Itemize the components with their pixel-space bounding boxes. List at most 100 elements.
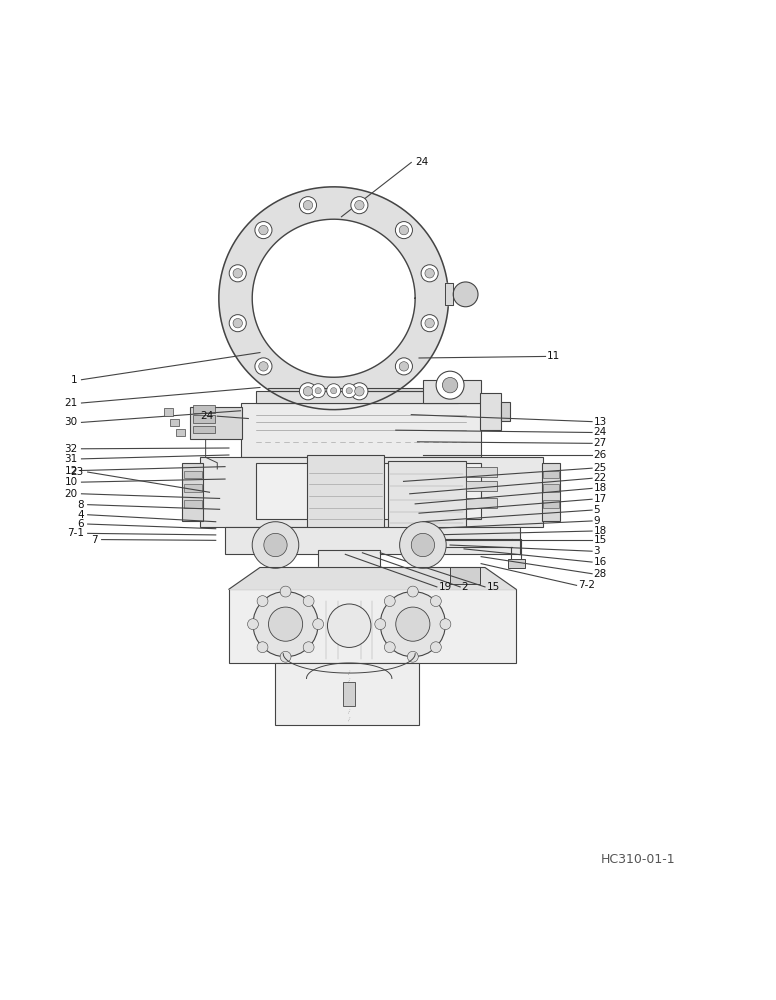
Circle shape: [248, 619, 258, 630]
Circle shape: [396, 222, 413, 239]
Bar: [450, 567, 480, 584]
Circle shape: [400, 522, 446, 568]
Text: 7-2: 7-2: [578, 580, 595, 590]
Circle shape: [453, 282, 478, 307]
Circle shape: [257, 642, 268, 653]
Bar: [182, 463, 203, 521]
Circle shape: [311, 384, 325, 398]
Circle shape: [411, 533, 435, 557]
Text: 25: 25: [594, 463, 607, 473]
Bar: [275, 663, 419, 725]
Circle shape: [396, 358, 413, 375]
Bar: [543, 484, 559, 492]
Polygon shape: [229, 568, 516, 589]
Bar: [343, 682, 355, 706]
Bar: [318, 550, 380, 589]
Text: 15: 15: [487, 582, 500, 592]
Bar: [256, 391, 458, 403]
Circle shape: [233, 269, 242, 278]
Circle shape: [351, 383, 368, 400]
Circle shape: [300, 197, 317, 214]
Bar: [307, 455, 384, 550]
Text: 24: 24: [594, 427, 607, 437]
Text: 23: 23: [71, 467, 84, 477]
Bar: [543, 500, 559, 508]
Text: 27: 27: [594, 438, 607, 448]
Text: 21: 21: [64, 398, 78, 408]
Bar: [480, 393, 501, 430]
Circle shape: [257, 596, 268, 607]
Text: 13: 13: [594, 417, 607, 427]
Bar: [229, 589, 516, 663]
Bar: [466, 467, 497, 477]
Bar: [170, 419, 179, 426]
Text: 7-1: 7-1: [67, 528, 84, 538]
Bar: [184, 484, 202, 492]
Bar: [543, 471, 559, 478]
Bar: [508, 559, 525, 568]
Bar: [193, 426, 215, 433]
Circle shape: [399, 362, 409, 371]
Text: 17: 17: [594, 494, 607, 504]
Circle shape: [421, 265, 438, 282]
Text: 11: 11: [547, 351, 560, 361]
Bar: [256, 463, 481, 519]
Text: 18: 18: [594, 483, 607, 493]
Circle shape: [300, 383, 317, 400]
Bar: [193, 405, 215, 413]
Circle shape: [440, 619, 451, 630]
Circle shape: [380, 592, 445, 657]
Text: 16: 16: [594, 557, 607, 567]
Bar: [184, 500, 202, 508]
Circle shape: [229, 315, 246, 332]
Circle shape: [331, 388, 337, 394]
Circle shape: [264, 533, 287, 557]
Circle shape: [355, 200, 364, 210]
Circle shape: [253, 592, 318, 657]
Bar: [176, 429, 185, 436]
Circle shape: [399, 225, 409, 235]
Circle shape: [258, 362, 268, 371]
Circle shape: [421, 315, 438, 332]
Circle shape: [255, 358, 272, 375]
Text: 24: 24: [200, 411, 213, 421]
Text: 31: 31: [64, 454, 78, 464]
Text: 1: 1: [71, 375, 78, 385]
Bar: [466, 481, 497, 491]
Circle shape: [351, 197, 368, 214]
Text: 30: 30: [64, 417, 78, 427]
Circle shape: [233, 318, 242, 328]
Text: 32: 32: [64, 444, 78, 454]
Text: 12: 12: [64, 466, 78, 476]
Text: 9: 9: [594, 516, 601, 526]
Text: 28: 28: [594, 569, 607, 579]
Bar: [542, 463, 560, 521]
Circle shape: [313, 619, 324, 630]
Circle shape: [303, 387, 313, 396]
Bar: [423, 380, 481, 403]
Bar: [501, 402, 510, 421]
Circle shape: [442, 377, 458, 393]
Circle shape: [268, 607, 303, 641]
Bar: [193, 415, 215, 423]
Text: 8: 8: [77, 500, 84, 510]
Text: 15: 15: [594, 535, 607, 545]
Bar: [466, 498, 497, 508]
Bar: [388, 461, 466, 548]
Circle shape: [252, 522, 299, 568]
Circle shape: [384, 642, 395, 653]
Text: 3: 3: [594, 546, 601, 556]
Circle shape: [375, 619, 386, 630]
Text: 7: 7: [91, 535, 98, 545]
Circle shape: [436, 371, 464, 399]
Bar: [164, 408, 173, 416]
Circle shape: [425, 318, 435, 328]
Bar: [190, 407, 242, 439]
Bar: [200, 457, 543, 527]
Circle shape: [303, 642, 314, 653]
Text: 2: 2: [462, 582, 469, 592]
Bar: [225, 527, 520, 554]
Text: 26: 26: [594, 450, 607, 460]
Circle shape: [327, 384, 341, 398]
Circle shape: [255, 222, 272, 239]
